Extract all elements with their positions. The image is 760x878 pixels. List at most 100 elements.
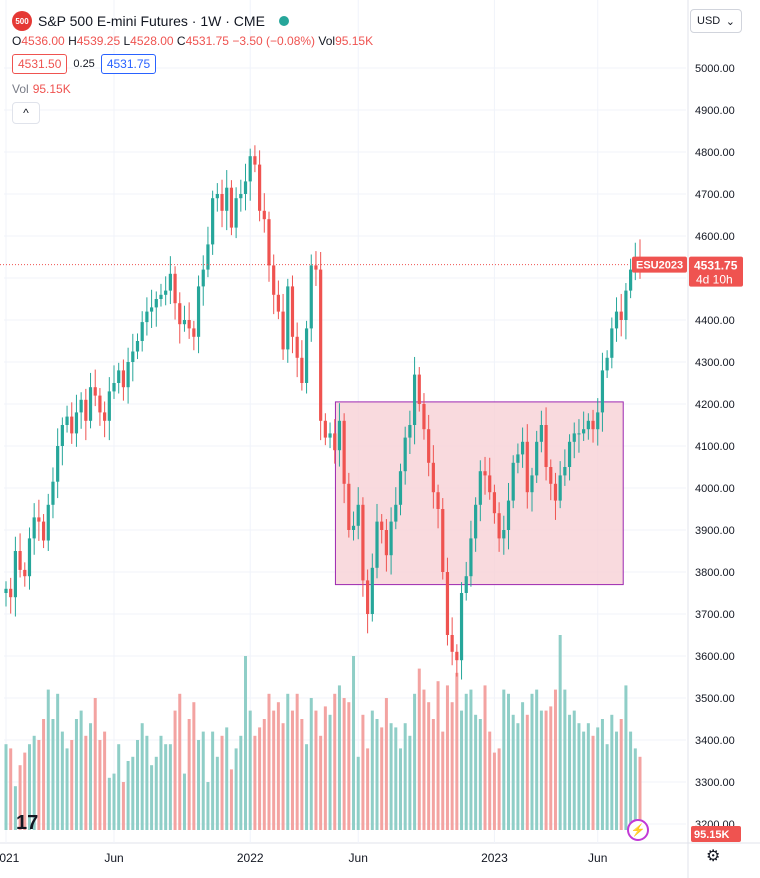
price-tick-label: 3400.00: [695, 735, 735, 747]
gear-icon[interactable]: ⚙: [706, 848, 721, 865]
volume-bar: [427, 702, 431, 830]
volume-bar: [206, 782, 210, 830]
volume-bar: [276, 702, 280, 830]
volume-bar: [370, 710, 374, 830]
volume-bar: [201, 731, 205, 830]
candle-body: [51, 481, 55, 505]
candle-body: [506, 500, 511, 530]
volume-bar: [305, 744, 309, 830]
volume-bar: [103, 731, 107, 830]
candle-body: [107, 391, 111, 421]
volume-bar: [521, 702, 525, 830]
currency-select[interactable]: USD ⌄: [690, 9, 742, 33]
candle-body: [361, 504, 365, 581]
candle-body: [558, 475, 562, 501]
countdown-badge: 4d 10h: [696, 273, 733, 287]
candle-body: [281, 311, 285, 350]
volume-value: 95.15K: [335, 34, 374, 48]
volume-bar: [422, 689, 426, 830]
volume-bar: [525, 714, 529, 830]
candle-body: [229, 187, 234, 228]
price-tick-label: 3600.00: [695, 651, 735, 663]
volume-bars: [4, 635, 642, 830]
volume-bar: [497, 748, 501, 830]
candle-body: [13, 551, 17, 598]
time-tick-label: 2022: [237, 851, 264, 865]
volume-bar: [9, 748, 13, 830]
candle-body: [286, 286, 290, 350]
volume-bar: [131, 756, 135, 830]
volume-bar: [234, 748, 238, 830]
candle-body: [196, 286, 201, 337]
candle-body: [243, 181, 248, 194]
candle-body: [441, 509, 445, 572]
candle-body: [239, 194, 243, 199]
volume-bar: [638, 756, 642, 830]
volume-bar: [79, 710, 83, 830]
volume-bar: [187, 719, 191, 830]
volume-bar: [248, 710, 252, 830]
candle-body: [398, 471, 403, 505]
candle-body: [347, 483, 351, 530]
volume-bar: [140, 723, 144, 830]
sell-price-button[interactable]: 4531.50: [12, 54, 68, 74]
candle-body: [309, 265, 313, 329]
volume-bar: [267, 693, 271, 830]
market-status-icon: [278, 16, 289, 26]
candle-body: [624, 290, 628, 320]
candlesticks: [4, 145, 642, 680]
buy-price-button[interactable]: 4531.75: [100, 54, 157, 74]
candle-body: [103, 412, 107, 421]
volume-bar: [417, 668, 421, 830]
volume-bar: [394, 727, 398, 830]
candle-body: [258, 164, 262, 211]
volume-bar: [197, 740, 201, 830]
volume-indicator-legend[interactable]: Vol 95.15K: [12, 82, 71, 96]
time-tick-label: Jun: [349, 851, 368, 865]
volume-bar: [229, 769, 233, 830]
volume-bar: [32, 735, 36, 830]
volume-bar: [516, 723, 520, 830]
candle-body: [234, 198, 238, 228]
volume-bar: [539, 710, 543, 830]
price-tick-label: 4700.00: [695, 189, 735, 201]
volume-bar: [535, 689, 539, 830]
volume-bar: [596, 727, 600, 830]
lightning-icon[interactable]: ⚡: [627, 819, 649, 841]
candle-body: [563, 467, 567, 476]
volume-bar: [159, 735, 163, 830]
candle-body: [182, 320, 187, 325]
candle-body: [304, 328, 309, 383]
volume-bar: [403, 723, 407, 830]
candle-body: [572, 433, 576, 442]
volume-bar: [586, 723, 590, 830]
tradingview-logo-icon[interactable]: 17: [16, 812, 39, 834]
chevron-down-icon: ⌄: [725, 15, 735, 28]
volume-bar: [215, 756, 219, 830]
price-tick-label: 3300.00: [695, 777, 735, 789]
candle-body: [549, 467, 553, 484]
candle-body: [154, 299, 158, 308]
candle-body: [41, 521, 46, 541]
volume-bar: [507, 693, 511, 830]
volume-bar: [337, 685, 341, 830]
volume-bar: [431, 719, 435, 830]
candle-body: [427, 429, 431, 463]
candle-body: [511, 462, 515, 501]
candle-body: [431, 462, 435, 493]
candle-body: [464, 576, 468, 593]
candle-body: [187, 320, 191, 329]
volume-bar: [553, 689, 557, 830]
volume-bar: [563, 689, 567, 830]
volume-bar: [23, 752, 27, 830]
symbol-title[interactable]: S&P 500 E-mini Futures · 1W · CME: [38, 13, 265, 29]
price-tick-label: 3700.00: [695, 609, 735, 621]
collapse-legend-button[interactable]: ^: [12, 102, 40, 124]
symbol-badge-bg: [632, 256, 687, 273]
volume-bar: [455, 672, 459, 830]
price-tick-label: 4000.00: [695, 483, 735, 495]
price-tick-label: 5000.00: [695, 63, 735, 75]
volume-bar: [220, 735, 224, 830]
candle-body: [206, 244, 210, 270]
